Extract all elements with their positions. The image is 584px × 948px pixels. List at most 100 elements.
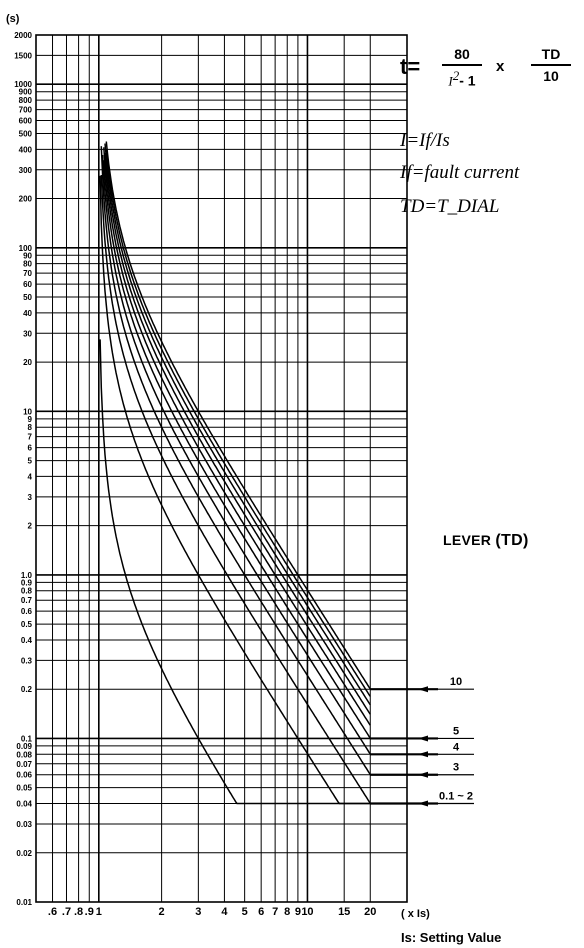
y-tick-label: 10 <box>23 407 32 416</box>
x-tick-label: 7 <box>272 906 278 918</box>
y-tick-label: 0.9 <box>21 578 33 587</box>
x-tick-label: 20 <box>364 906 376 918</box>
y-tick-label: 90 <box>23 251 32 260</box>
lever-markers: 10 5 4 3 0.1 ~ 2 <box>370 676 474 807</box>
y-axis-label: (s) <box>6 13 20 25</box>
y-tick-label: 7 <box>28 433 33 442</box>
lever-arrow-icon <box>418 686 428 693</box>
y-tick-label: 8 <box>28 423 33 432</box>
y-tick-label: 0.07 <box>16 760 32 769</box>
curve-td-3 <box>100 146 371 776</box>
curve-td-0.1 <box>99 339 371 805</box>
y-tick-label: 800 <box>19 96 33 105</box>
y-tick-label: 900 <box>19 88 33 97</box>
lever-arrow-icon <box>418 771 428 778</box>
y-tick-label: 0.6 <box>21 607 33 616</box>
x-tick-label: 4 <box>221 906 228 918</box>
y-tick-label: 1.0 <box>21 571 33 580</box>
formula-den-2: 10 <box>543 68 559 84</box>
curve-td-4 <box>101 154 371 755</box>
curve-td-5 <box>103 160 371 739</box>
y-axis-ticks: 2000150010009008007006005004003002001009… <box>14 31 32 907</box>
y-tick-label: 600 <box>19 117 33 126</box>
y-tick-label: 0.3 <box>21 656 33 665</box>
y-tick-label: 9 <box>28 415 33 424</box>
formula-fraction-1: 80 I2- 1 <box>442 46 482 90</box>
y-tick-label: 30 <box>23 329 32 338</box>
x-tick-label: 10 <box>301 906 313 918</box>
y-tick-label: 0.08 <box>16 750 32 759</box>
y-tick-label: 20 <box>23 358 32 367</box>
lever-arrow-icon <box>418 800 428 807</box>
y-tick-label: 0.2 <box>21 685 33 694</box>
y-tick-label: 40 <box>23 309 32 318</box>
y-tick-label: 0.03 <box>16 820 32 829</box>
y-tick-label: 0.04 <box>16 800 32 809</box>
curve-td-10 <box>105 141 371 690</box>
formula-fraction-2: TD 10 <box>531 46 571 84</box>
chart-curves <box>99 141 371 805</box>
y-tick-label: 0.05 <box>16 784 32 793</box>
lever-label: 4 <box>453 741 460 753</box>
x-tick-label: 15 <box>338 906 350 918</box>
y-tick-label: 6 <box>28 444 33 453</box>
lever-title: LEVER (TD) <box>443 532 529 549</box>
y-tick-label: 1500 <box>14 51 32 60</box>
x-tick-label: 1 <box>96 906 102 918</box>
y-tick-label: 0.7 <box>21 596 33 605</box>
y-tick-label: 100 <box>19 244 33 253</box>
y-tick-label: 500 <box>19 129 33 138</box>
y-tick-label: 2 <box>28 522 33 531</box>
y-tick-label: 1000 <box>14 80 32 89</box>
lever-arrow-icon <box>418 735 428 742</box>
formula: t= 80 I2- 1 x TD 10 <box>400 44 582 94</box>
x-tick-label: 3 <box>195 906 201 918</box>
definition-time-dial: TD=T_DIAL <box>400 196 500 217</box>
curve-td-1 <box>99 175 371 805</box>
x-tick-label: .7 <box>62 906 71 918</box>
y-tick-label: 400 <box>19 145 33 154</box>
y-tick-label: 4 <box>28 472 33 481</box>
curve-td-8 <box>104 143 371 706</box>
y-tick-label: 0.06 <box>16 771 32 780</box>
y-tick-label: 5 <box>28 457 33 466</box>
formula-num-2: TD <box>531 46 571 66</box>
lever-arrow-icon <box>418 751 428 758</box>
formula-t: t= <box>400 54 421 79</box>
x-axis-ticks: .6 .7.8.9 1 2 3 4 5 6 7 8 9 10 15 20 <box>48 906 376 918</box>
lever-label: 3 <box>453 762 459 774</box>
lever-label: 5 <box>453 725 459 737</box>
x-tick-label: 8 <box>284 906 290 918</box>
y-tick-label: 60 <box>23 280 32 289</box>
x-tick-label: 2 <box>159 906 165 918</box>
y-tick-label: 0.8 <box>21 587 33 596</box>
lever-label: 0.1 ~ 2 <box>439 791 473 803</box>
curve-td-9 <box>105 148 371 697</box>
y-tick-label: 2000 <box>14 31 32 40</box>
definition-fault-current: If=fault current <box>400 162 520 183</box>
y-tick-label: 3 <box>28 493 33 502</box>
y-tick-label: 50 <box>23 293 32 302</box>
y-tick-label: 0.09 <box>16 742 32 751</box>
x-axis-note: Is: Setting Value <box>401 930 502 945</box>
chart-grid <box>35 34 408 903</box>
x-tick-label: 5 <box>242 906 248 918</box>
y-tick-label: 0.02 <box>16 849 32 858</box>
y-tick-label: 0.01 <box>16 898 32 907</box>
y-tick-label: 200 <box>19 195 33 204</box>
formula-den-1: I2- 1 <box>448 68 476 89</box>
y-tick-label: 70 <box>23 269 32 278</box>
x-tick-label: .8 <box>74 906 83 918</box>
x-axis-label: ( x Is) <box>401 908 430 920</box>
x-tick-label: .9 <box>85 906 94 918</box>
y-tick-label: 0.4 <box>21 636 33 645</box>
x-tick-label: .6 <box>48 906 57 918</box>
y-tick-label: 300 <box>19 166 33 175</box>
x-tick-label: 6 <box>258 906 264 918</box>
y-tick-label: 0.5 <box>21 620 33 629</box>
plot-frame <box>35 34 408 903</box>
curve-td-7 <box>104 152 371 715</box>
y-tick-label: 700 <box>19 106 33 115</box>
lever-label: 10 <box>450 676 462 688</box>
